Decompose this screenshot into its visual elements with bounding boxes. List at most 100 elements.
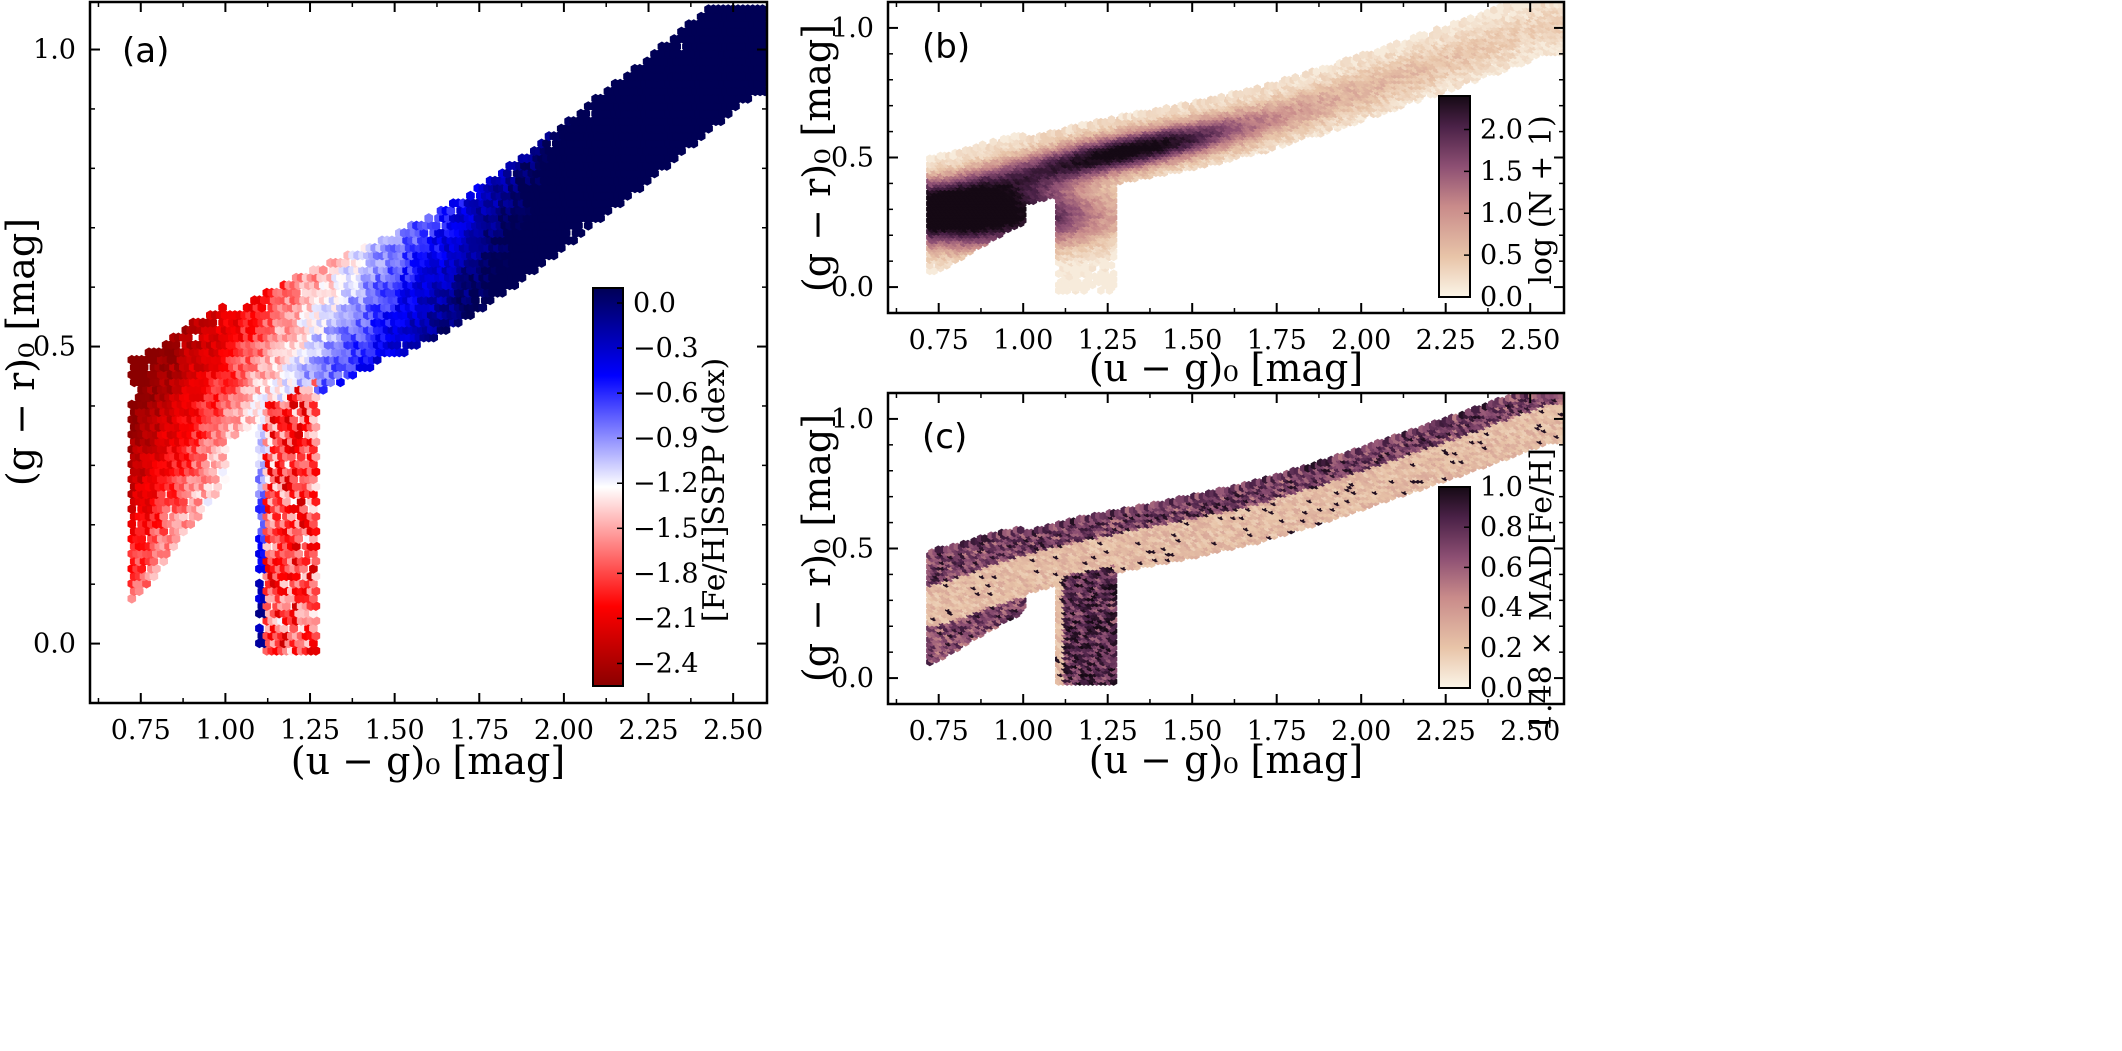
hexbin-cell — [296, 496, 306, 507]
hexbin-cell — [309, 429, 318, 440]
hexbin-cell — [309, 533, 318, 544]
hexbin-cell — [583, 220, 593, 231]
hexbin-cell — [309, 474, 318, 485]
hexbin-cell — [760, 71, 767, 82]
hexbin-cell — [208, 317, 218, 328]
hexbin-cell — [299, 563, 308, 574]
hexbin-cell — [279, 623, 289, 634]
panel-a-colorbar-ticks: 0.0−0.3−0.6−0.9−1.2−1.5−1.8−2.1−2.4 — [617, 288, 699, 679]
hexbin-cell — [309, 504, 318, 514]
hexbin-cell — [569, 235, 578, 246]
hexbin-cell — [309, 593, 318, 604]
hexbin-cell — [220, 444, 230, 455]
hexbin-cell — [311, 526, 321, 537]
colorbar-tick-label: −1.5 — [633, 513, 699, 544]
hexbin-cell — [139, 362, 149, 373]
hexbin-cell — [137, 563, 146, 574]
colorbar-tick-label: −2.4 — [633, 648, 699, 679]
panel-b-density-chart: 0.75 1.00 1.25 1.50 1.75 2.00 2.25 2.500.00.51.… — [795, 0, 1566, 390]
hexbin-cell — [1088, 263, 1097, 273]
hexbin-cell — [159, 556, 168, 567]
hexbin-cell — [760, 26, 767, 37]
hexbin-cell — [561, 228, 571, 238]
hexbin-cell — [161, 504, 171, 514]
hexbin-cell — [429, 332, 438, 343]
hexbin-cell — [282, 496, 291, 507]
hexbin-cell — [311, 511, 321, 522]
hexbin-cell — [348, 369, 357, 380]
hexbin-cell — [517, 272, 527, 283]
hexbin-cell — [134, 586, 144, 597]
hexbin-cell — [431, 220, 441, 231]
hexbin-cell — [183, 332, 193, 343]
hexbin-cell — [171, 339, 181, 350]
x-tick-label: 1.00 — [195, 715, 255, 746]
hexbin-cell — [478, 302, 488, 313]
hexbin-cell — [255, 623, 264, 634]
hexbin-cell — [156, 489, 166, 500]
hexbin-cell — [255, 578, 264, 589]
x-tick-label: 0.75 — [111, 715, 171, 746]
hexbin-cell — [272, 511, 281, 522]
hexbin-cell — [309, 608, 318, 619]
hexbin-cell — [758, 34, 767, 45]
hexbin-cell — [549, 250, 559, 261]
hexbin-cell — [311, 451, 321, 462]
hexbin-cell — [186, 519, 195, 529]
hexbin-cell — [203, 481, 213, 492]
hexbin-cell — [336, 377, 345, 388]
hexbin-cell — [318, 384, 328, 395]
hexbin-cell — [1069, 266, 1078, 276]
hexbin-cell — [242, 422, 252, 432]
panel-a-hexbins — [127, 4, 767, 656]
hexbin-cell — [311, 645, 321, 656]
hexbin-cell — [262, 601, 272, 611]
hexbin-cell — [326, 377, 335, 388]
hexbin-cell — [758, 19, 767, 30]
hexbin-cell — [372, 354, 382, 365]
hexbin-cell — [149, 556, 159, 567]
hexbin-cell — [179, 526, 188, 537]
hexbin-cell — [198, 451, 208, 462]
hexbin-cell — [341, 257, 350, 268]
hexbin-cell — [760, 86, 767, 97]
hexbin-cell — [262, 541, 272, 552]
hexbin-cell — [311, 615, 321, 626]
hexbin-cell — [218, 302, 227, 313]
hexbin-cell — [311, 630, 321, 641]
hexbin-cell — [424, 213, 434, 224]
hexbin-cell — [696, 131, 706, 142]
hexbin-cell — [218, 436, 227, 447]
panel-a-colorbar — [592, 287, 624, 687]
hexbin-cell — [309, 623, 318, 634]
hexbin-cell — [1109, 269, 1118, 278]
hexbin-cell — [311, 601, 321, 611]
hexbin-cell — [127, 519, 137, 529]
colorbar-tick-label: −2.1 — [633, 603, 699, 634]
hexbin-cell — [309, 548, 318, 559]
hexbin-cell — [179, 496, 188, 507]
hexbin-cell — [193, 496, 203, 507]
colorbar-tick-label: −0.6 — [633, 378, 699, 409]
hexbin-cell — [930, 266, 938, 276]
hexbin-cell — [210, 489, 220, 500]
hexbin-cell — [309, 519, 318, 529]
hexbin-cell — [311, 481, 321, 492]
hexbin-cell — [291, 571, 301, 582]
x-tick-label: 1.25 — [280, 715, 340, 746]
hexbin-cell — [318, 265, 328, 276]
hexbin-cell — [1109, 280, 1118, 290]
hexbin-cell — [1088, 280, 1097, 290]
hexbin-cell — [1107, 261, 1116, 270]
hexbin-cell — [650, 168, 659, 179]
hexbin-cell — [510, 280, 519, 291]
panel-a-colorbar-label: [Fe/H]SSPP (dex) — [697, 358, 732, 622]
hexbin-cell — [196, 504, 205, 514]
panel-b-hexbins — [926, 2, 1564, 295]
hexbin-cell — [723, 108, 733, 119]
hexbin-cell — [294, 548, 303, 559]
colorbar-tick-label: −0.3 — [633, 333, 699, 364]
hexbin-cell — [576, 228, 586, 238]
hexbin-cell — [309, 489, 318, 500]
